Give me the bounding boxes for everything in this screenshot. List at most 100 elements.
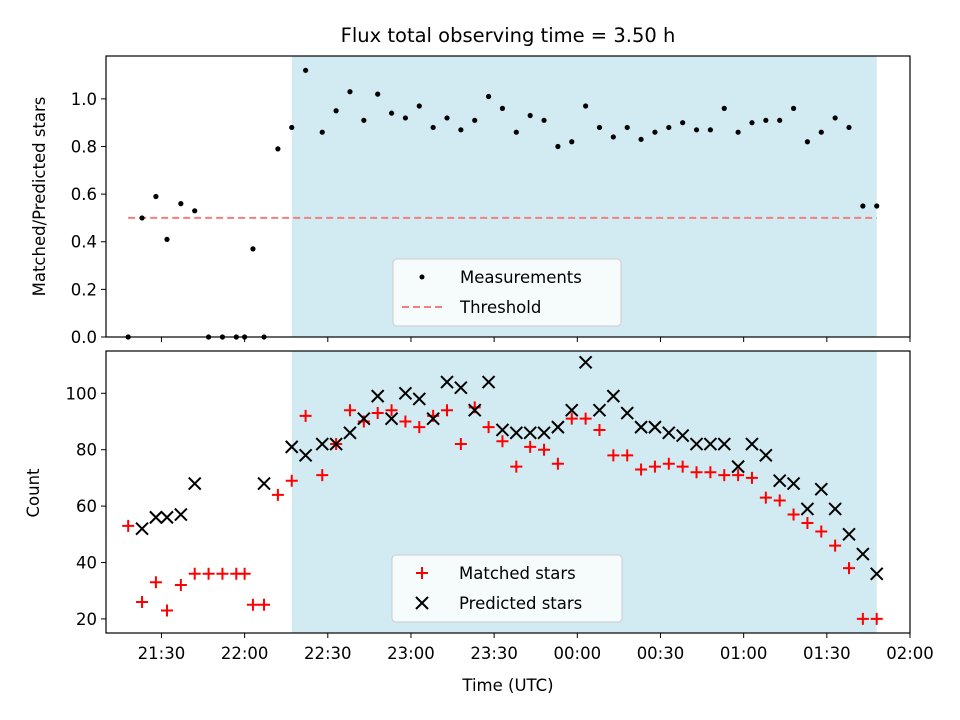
measurement-point (721, 105, 727, 111)
predicted-star-point (357, 411, 371, 426)
matched-stars-points (122, 401, 883, 625)
top-y-tick-label: 1.0 (71, 90, 97, 109)
measurement-point (485, 93, 492, 100)
predicted-star-point (468, 403, 482, 417)
predicted-star-point (160, 510, 174, 525)
bottom-axes-frame (105, 350, 911, 634)
measurement-point (472, 117, 478, 123)
matched-star-point (413, 421, 426, 434)
predicted-star-point (689, 437, 704, 451)
matched-star-point (593, 423, 606, 436)
top-y-tick-label: 0.0 (71, 328, 97, 347)
predicted-star-point (509, 426, 524, 440)
predicted-star-point (481, 375, 496, 389)
legend-marker-predicted (415, 596, 429, 610)
predicted-star-point (634, 420, 648, 434)
top-x-ticks (160, 337, 911, 342)
measurement-point (735, 129, 741, 135)
matched-star-point (238, 567, 251, 580)
top-legend-box (392, 258, 622, 327)
predicted-star-point (800, 502, 815, 516)
legend-label-matched: Matched stars (459, 564, 576, 583)
predicted-star-point (135, 521, 149, 536)
matched-star-point (621, 449, 634, 462)
measurement-point (319, 129, 325, 135)
measurement-point (416, 103, 422, 109)
matched-star-point (371, 407, 384, 420)
bottom-y-tick-label: 80 (76, 441, 97, 460)
matched-star-point (676, 460, 689, 473)
top-axes-frame (105, 55, 911, 338)
predicted-star-point (703, 437, 718, 451)
predicted-star-point (174, 507, 188, 522)
matched-star-point (216, 567, 229, 580)
measurement-point (832, 115, 838, 121)
measurement-point (333, 108, 339, 114)
measurement-point (289, 124, 295, 131)
measurement-point (555, 143, 561, 150)
matched-star-point (246, 598, 259, 611)
predicted-star-point (675, 428, 690, 443)
predicted-star-point (578, 355, 593, 369)
x-tick-label: 01:00 (720, 644, 768, 663)
x-tick-label: 23:30 (470, 644, 518, 663)
bottom-y-tick-label: 60 (76, 497, 97, 516)
matched-star-point (870, 612, 883, 625)
top-y-tick-label: 0.4 (71, 233, 97, 252)
matched-star-point (524, 440, 537, 453)
matched-star-point (202, 567, 215, 580)
matched-star-point (815, 525, 828, 538)
predicted-star-point (384, 411, 399, 426)
measurement-point (250, 246, 256, 252)
predicted-star-point (285, 440, 299, 454)
matched-star-point (482, 421, 495, 434)
measurement-point (638, 136, 644, 142)
x-tick-label: 21:30 (138, 644, 186, 663)
bottom-x-ticks: 21:30 22:00 22:30 23:00 23:30 00:00 00:30 01:00… (138, 633, 934, 663)
matched-star-point (343, 404, 356, 417)
measurement-point (541, 117, 547, 123)
matched-star-point (441, 404, 454, 417)
predicted-star-point (412, 392, 426, 406)
predicted-star-point (856, 547, 870, 561)
predicted-star-point (523, 426, 537, 440)
x-tick-label: 00:00 (554, 644, 602, 663)
matched-star-point (188, 567, 201, 580)
predicted-star-point (398, 386, 413, 401)
matched-star-point (732, 469, 745, 482)
matched-star-point (773, 494, 786, 507)
matched-star-point (551, 457, 564, 470)
bottom-legend: Matched stars Predicted stars (391, 554, 623, 623)
matched-star-point (136, 595, 149, 608)
measurement-point (874, 203, 880, 209)
measurement-point (430, 124, 436, 131)
predicted-star-point (343, 426, 357, 440)
measurement-point (361, 117, 367, 123)
x-tick-label: 23:00 (387, 644, 435, 663)
predicted-star-point (772, 474, 787, 488)
top-y-ticks: 0.0 0.2 0.4 0.6 0.8 1.0 (71, 90, 106, 347)
predicted-star-point (786, 476, 801, 491)
matched-star-point (829, 539, 842, 552)
matched-star-point (690, 466, 703, 479)
predicted-star-point (592, 403, 607, 417)
matched-star-point (299, 409, 312, 422)
legend-label-predicted: Predicted stars (459, 594, 582, 613)
matched-star-point (787, 508, 800, 521)
matched-star-point (316, 469, 329, 482)
top-panel: 0.0 0.2 0.4 0.6 0.8 1.0 Flux total observing … (30, 24, 911, 347)
legend-label-measurements: Measurements (460, 268, 582, 287)
top-legend: Measurements Threshold (392, 258, 622, 327)
matched-star-point (399, 415, 412, 428)
predicted-star-point (454, 380, 468, 395)
predicted-star-point (745, 437, 759, 451)
measurement-point (624, 124, 630, 131)
measurement-point (303, 67, 309, 73)
measurement-point (347, 89, 353, 95)
measurement-point (444, 115, 450, 121)
matched-star-point (149, 576, 162, 589)
top-y-tick-label: 0.2 (71, 280, 97, 299)
x-axis-label: Time (UTC) (461, 676, 553, 695)
measurement-point (527, 112, 533, 119)
bottom-panel: 20 40 60 80 100 21:30 22:00 22:30 23:00 23:30 00:… (24, 350, 934, 695)
